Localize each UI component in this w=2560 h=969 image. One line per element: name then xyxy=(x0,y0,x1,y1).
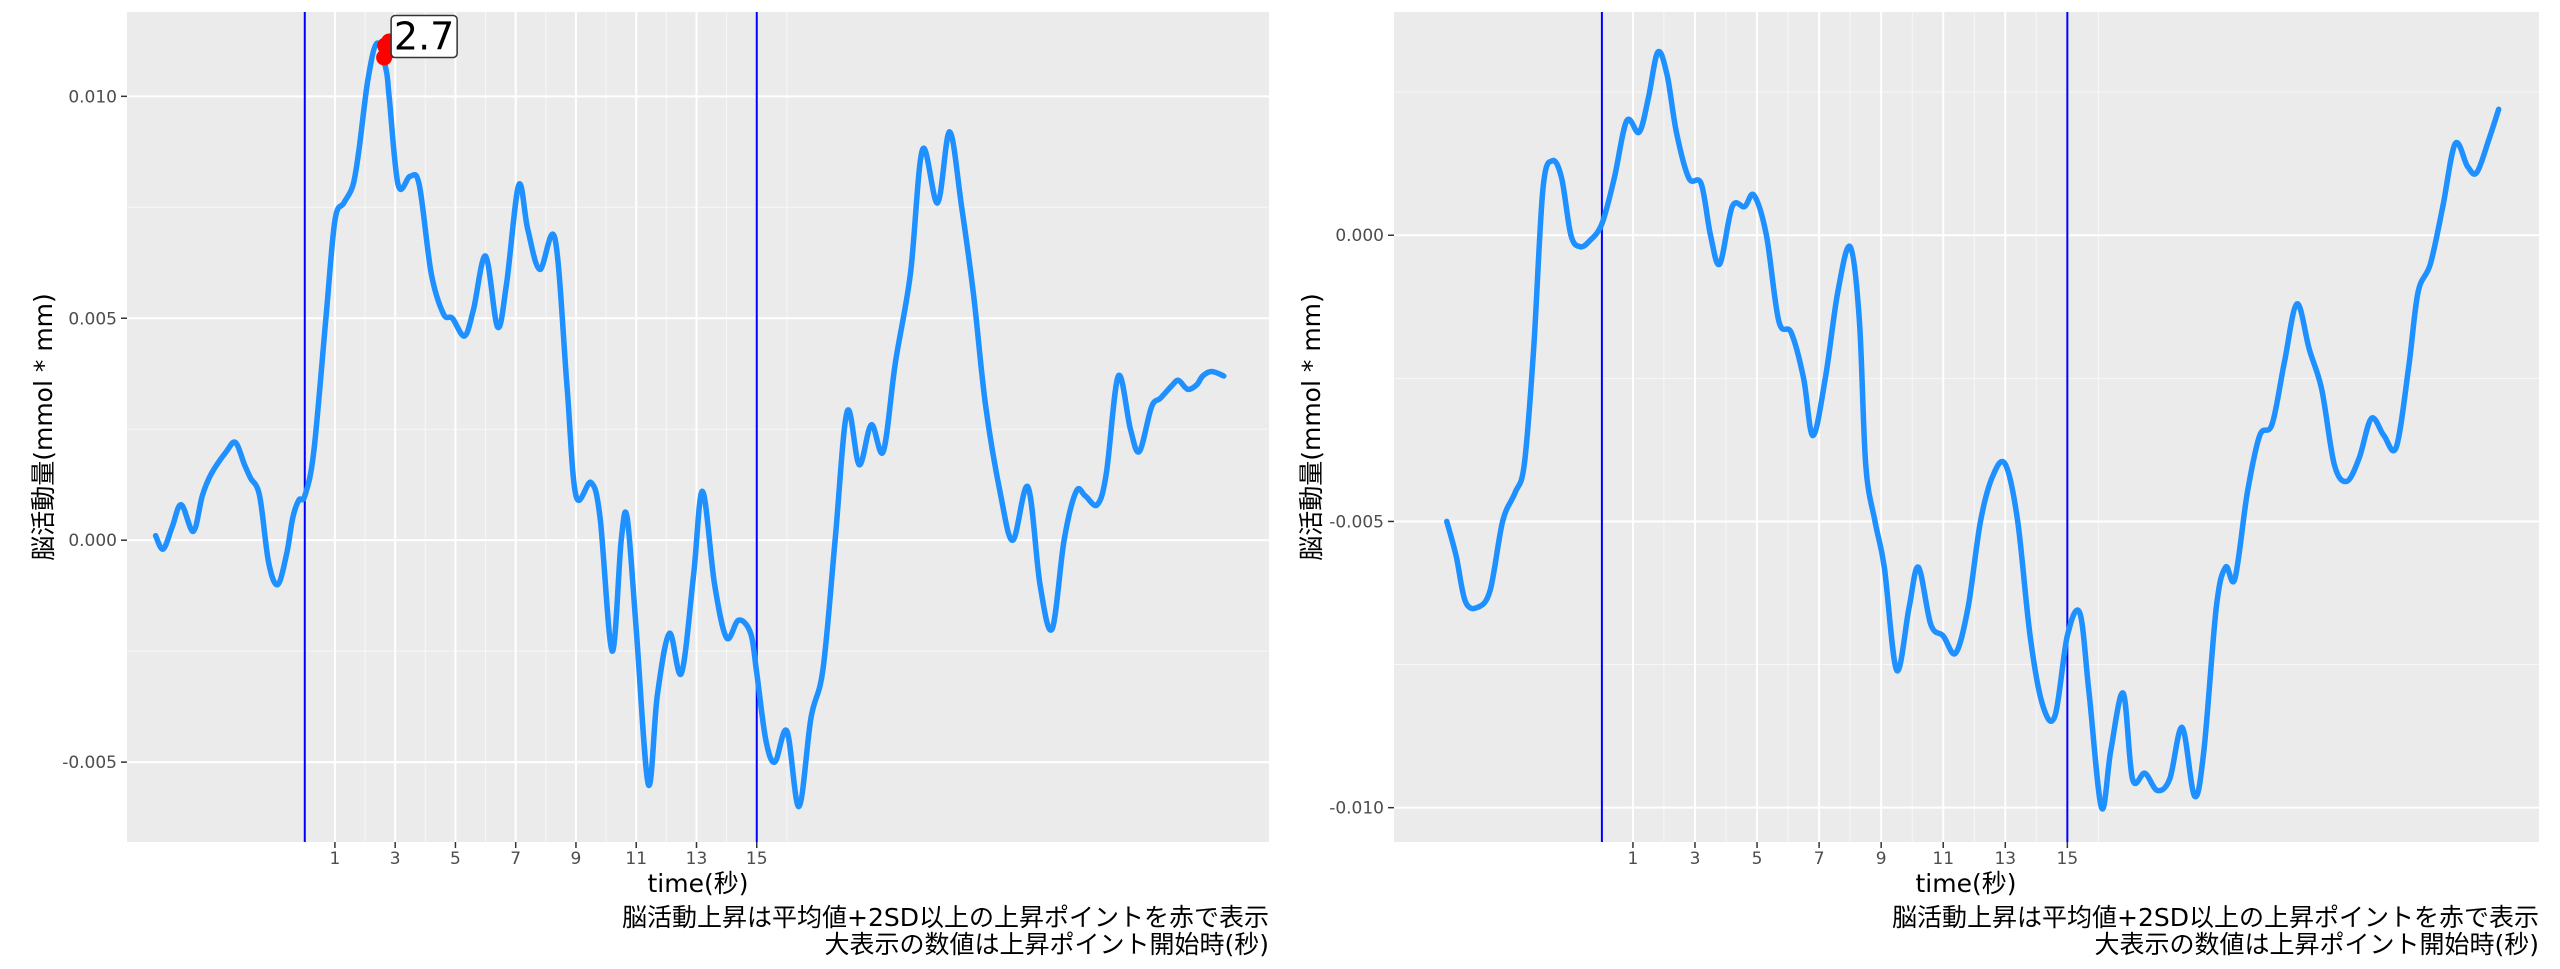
x-tick-label: 1 xyxy=(1628,849,1639,869)
y-tick-label: 0.000 xyxy=(1335,226,1384,246)
right-chart-svg: 0.000-0.005-0.010 1 3 5 7 9 11 13 15 time(秒) 脳活… xyxy=(1297,12,2539,959)
left-chart-panel: 2.7 0.010 0.005 0.000 -0.005 1 3 5 7 9 11 13 15 ti… xyxy=(29,12,1269,959)
peak-label-box xyxy=(390,14,458,59)
x-tick-labels: 1 3 5 7 9 11 13 15 xyxy=(329,842,768,869)
x-tick-label: 7 xyxy=(1814,849,1825,869)
peak-label: 2.7 xyxy=(394,15,454,59)
x-axis-title: time(秒) xyxy=(648,869,749,898)
caption-line-2: 大表示の数値は上昇ポイント開始時(秒) xyxy=(824,930,1269,959)
peak-marker: 2.7 xyxy=(376,14,458,66)
x-tick-label: 13 xyxy=(686,849,708,869)
plot-background xyxy=(127,12,1269,842)
x-tick-labels: 1 3 5 7 9 11 13 15 xyxy=(1628,842,2079,869)
x-axis-title: time(秒) xyxy=(1916,869,2017,898)
x-tick-label: 9 xyxy=(1876,849,1887,869)
x-tick-label: 3 xyxy=(390,849,401,869)
series-line xyxy=(152,40,1227,810)
x-tick-label: 9 xyxy=(571,849,582,869)
x-tick-label: 15 xyxy=(746,849,768,869)
x-tick-label: 1 xyxy=(329,849,340,869)
caption-line-1: 脳活動上昇は平均値+2SD以上の上昇ポイントを赤で表示 xyxy=(622,903,1269,932)
x-tick-label: 3 xyxy=(1690,849,1701,869)
y-tick-label: 0.000 xyxy=(68,531,117,551)
y-tick-labels: 0.010 0.005 0.000 -0.005 xyxy=(62,87,127,773)
y-tick-label: -0.005 xyxy=(1329,512,1384,532)
x-tick-label: 11 xyxy=(1932,849,1954,869)
x-tick-label: 7 xyxy=(510,849,521,869)
y-tick-labels: 0.000 -0.005 -0.010 xyxy=(1329,226,1394,819)
y-tick-label: 0.005 xyxy=(68,309,117,329)
y-tick-label: 0.010 xyxy=(68,87,117,107)
right-chart-panel: 0.000 -0.005 -0.010 1 3 5 7 9 11 13 15 time(秒) 脳活… xyxy=(1270,0,2550,969)
vlines xyxy=(303,12,758,842)
x-tick-label: 5 xyxy=(1752,849,1763,869)
y-tick-label: -0.005 xyxy=(62,753,117,773)
x-tick-label: 5 xyxy=(450,849,461,869)
x-tick-label: 11 xyxy=(625,849,647,869)
y-grid xyxy=(1394,91,2539,809)
y-tick-label: -0.010 xyxy=(1329,799,1384,819)
plot-background xyxy=(1394,12,2539,842)
caption-line-2: 大表示の数値は上昇ポイント開始時(秒) xyxy=(2094,930,2539,959)
x-tick-label: 13 xyxy=(1994,849,2016,869)
vlines xyxy=(1600,12,2069,842)
y-axis-title: 脳活動量(mmol * mm) xyxy=(1297,293,1326,561)
x-tick-label: 15 xyxy=(2057,849,2079,869)
caption-line-1: 脳活動上昇は平均値+2SD以上の上昇ポイントを赤で表示 xyxy=(1892,903,2539,932)
y-axis-title: 脳活動量(mmol * mm) xyxy=(29,293,58,561)
series-line xyxy=(1444,48,2502,812)
